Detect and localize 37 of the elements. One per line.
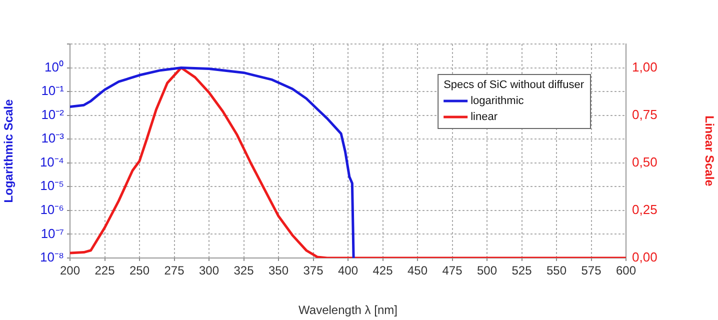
x-tick-label: 575 — [581, 264, 602, 278]
y-tick-label: 10⁻¹ — [41, 83, 65, 98]
y-tick-label: 10⁻⁸ — [40, 250, 64, 265]
x-tick-label: 450 — [407, 264, 428, 278]
y2-tick-label: 0,50 — [632, 154, 658, 170]
y2-tick-label: 0,00 — [632, 250, 658, 265]
x-tick-label: 600 — [616, 264, 636, 278]
y-tick-label: 10⁻⁶ — [40, 202, 64, 218]
x-tick-label: 200 — [60, 264, 80, 278]
y2-axis-title: Linear Scale — [702, 116, 716, 187]
x-tick-label: 375 — [303, 264, 324, 278]
x-tick-label: 350 — [268, 264, 289, 278]
x-tick-label: 250 — [129, 264, 150, 278]
x-tick-label: 325 — [234, 264, 254, 278]
x-tick-label: 275 — [164, 264, 185, 278]
legend-label: logarithmic — [470, 95, 524, 108]
x-tick-label: 500 — [476, 264, 498, 278]
x-tick-label: 300 — [198, 264, 220, 278]
y-axis-title: Logarithmic Scale — [2, 98, 16, 203]
x-tick-label: 400 — [338, 264, 358, 278]
y-tick-label: 10⁻⁵ — [40, 178, 64, 194]
y-tick-label: 10⁻⁷ — [40, 226, 64, 241]
x-tick-label: 475 — [442, 264, 463, 278]
y2-tick-label: 0,25 — [632, 202, 658, 218]
legend-title: Specs of SiC without diffuser — [444, 79, 584, 92]
y2-tick-label: 0,75 — [632, 106, 658, 122]
x-tick-label: 225 — [94, 264, 116, 278]
y-tick-label: 10⁰ — [44, 59, 64, 74]
x-axis-title: Wavelength λ [nm] — [298, 303, 398, 318]
legend-label: linear — [470, 111, 498, 124]
y-tick-label: 10⁻² — [41, 106, 65, 122]
y-tick-label: 10⁻³ — [41, 130, 65, 146]
y-tick-label: 10⁻⁴ — [40, 154, 64, 170]
x-tick-label: 525 — [512, 264, 532, 278]
y2-tick-label: 1,00 — [632, 59, 658, 74]
x-tick-label: 550 — [546, 264, 567, 278]
x-tick-label: 425 — [372, 264, 394, 278]
